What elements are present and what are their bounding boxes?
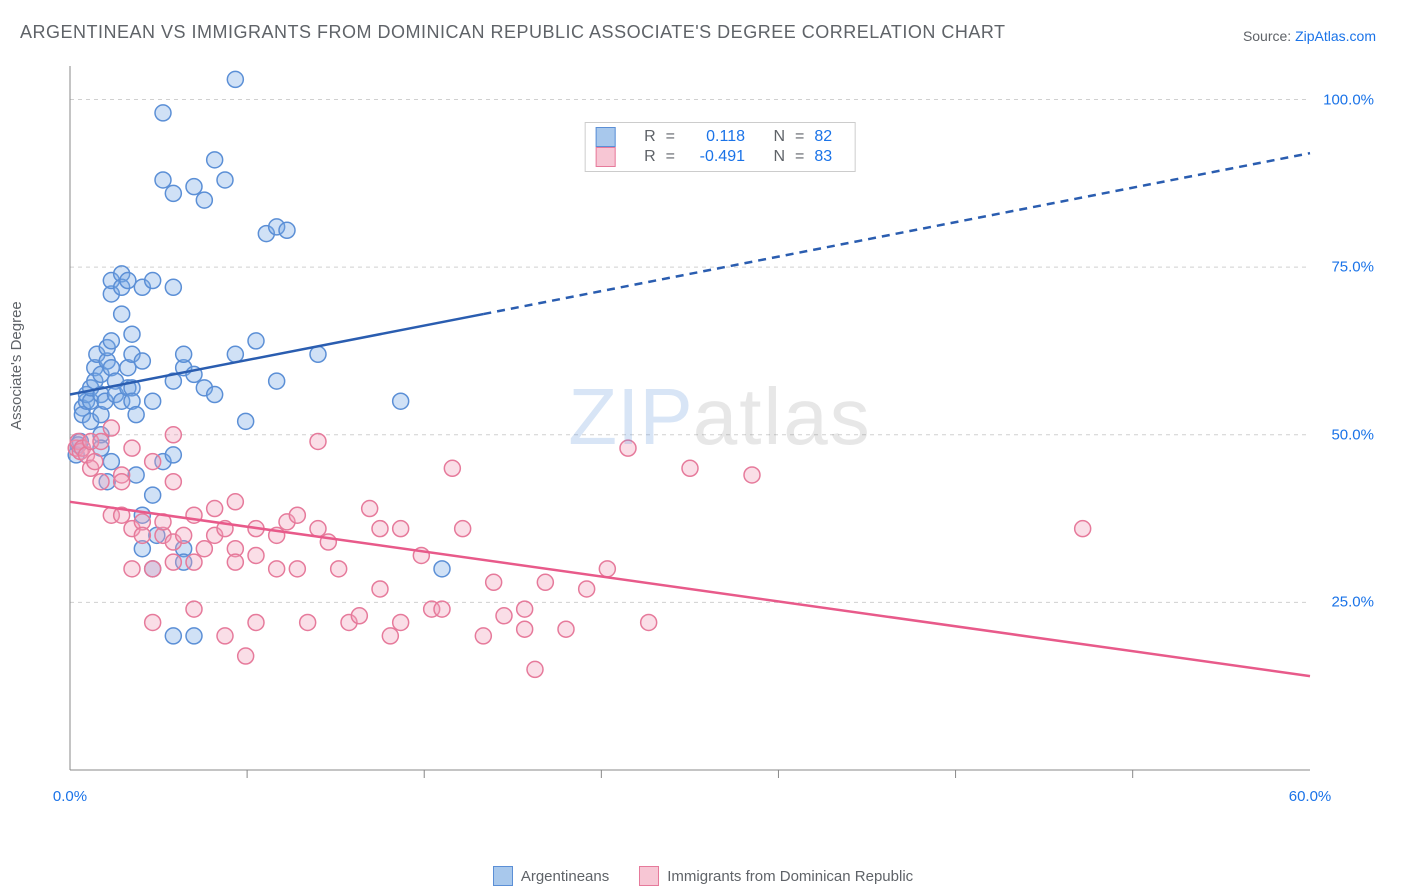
legend-item-2: Immigrants from Dominican Republic [639,866,913,886]
y-tick-label: 100.0% [1323,91,1374,108]
stat-swatch-2 [596,147,616,167]
legend-bottom: Argentineans Immigrants from Dominican R… [0,866,1406,886]
stat-eq: = [666,148,675,166]
stat-r-label: R [626,148,656,166]
legend-swatch-1 [493,866,513,886]
stat-swatch-1 [596,127,616,147]
stat-r-value-1: 0.118 [685,128,745,146]
y-tick-label: 25.0% [1331,594,1374,611]
scatter-chart [60,60,1380,820]
stat-eq: = [666,128,675,146]
x-tick-label: 60.0% [1289,788,1332,805]
stat-row-2: R = -0.491 N = 83 [596,147,845,167]
y-tick-label: 75.0% [1331,259,1374,276]
stat-r-value-2: -0.491 [685,148,745,166]
stat-n-value-2: 83 [814,148,844,166]
source-credit: Source: ZipAtlas.com [1243,28,1376,44]
x-tick-label: 0.0% [53,788,87,805]
stat-eq: = [795,148,804,166]
stat-n-label: N [755,128,785,146]
stat-legend: R = 0.118 N = 82 R = -0.491 N = 83 [585,122,856,172]
y-axis-label: Associate's Degree [8,301,25,430]
legend-label-2: Immigrants from Dominican Republic [667,868,913,885]
source-link[interactable]: ZipAtlas.com [1295,28,1376,44]
source-label: Source: [1243,28,1291,44]
stat-n-value-1: 82 [814,128,844,146]
legend-label-1: Argentineans [521,868,609,885]
stat-row-1: R = 0.118 N = 82 [596,127,845,147]
legend-item-1: Argentineans [493,866,609,886]
legend-swatch-2 [639,866,659,886]
chart-area: ZIPatlas R = 0.118 N = 82 R = -0.491 N =… [60,60,1380,820]
chart-title: ARGENTINEAN VS IMMIGRANTS FROM DOMINICAN… [20,22,1006,43]
stat-r-label: R [626,128,656,146]
stat-eq: = [795,128,804,146]
y-tick-label: 50.0% [1331,426,1374,443]
stat-n-label: N [755,148,785,166]
